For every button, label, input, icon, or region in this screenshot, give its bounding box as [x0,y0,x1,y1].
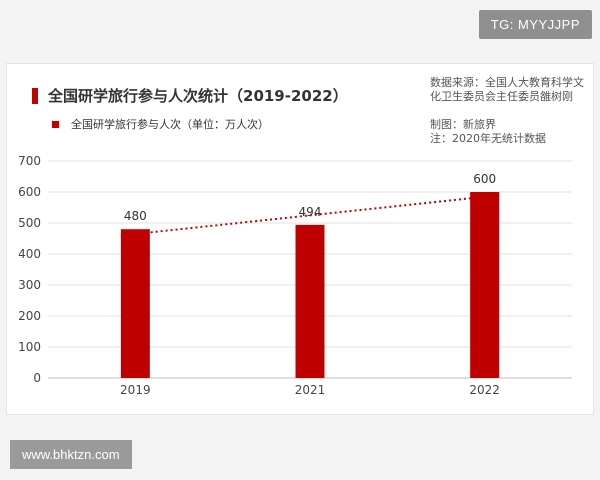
y-tick-label: 0 [33,371,41,385]
bar [120,229,150,378]
source-note-line-2: 化卫生委员会主任委员雒树刚 [430,90,573,103]
source-note-line-1: 数据来源：全国人大教育科学文 [430,76,584,89]
missing-data-note: 注：2020年无统计数据 [430,132,546,145]
y-tick-label: 200 [18,309,41,323]
trendline [120,194,500,237]
legend-label: 全国研学旅行参与人次（单位：万人次） [71,118,269,131]
x-tick-label: 2021 [295,383,326,397]
y-tick-label: 500 [18,216,41,230]
chart-title-row: 全国研学旅行参与人次统计（2019-2022） [32,85,348,106]
data-label: 600 [473,172,496,186]
bar [470,192,500,378]
y-tick-label: 700 [18,154,41,168]
data-label: 480 [124,209,147,223]
data-label: 494 [299,205,322,219]
chart-maker-note: 制图：新旅界 [430,118,496,131]
x-tick-label: 2019 [120,383,151,397]
y-tick-label: 100 [18,340,41,354]
watermark-tag-top: TG: MYYJJPP [478,10,592,39]
title-accent-bar [32,87,38,104]
y-tick-label: 400 [18,247,41,261]
y-tick-label: 300 [18,278,41,292]
chart-legend: 全国研学旅行参与人次（单位：万人次） [52,116,269,132]
chart-title: 全国研学旅行参与人次统计（2019-2022） [48,87,348,105]
y-tick-label: 600 [18,185,41,199]
bar [295,224,325,378]
legend-swatch [52,120,59,128]
x-tick-label: 2022 [469,383,500,397]
watermark-tag-bottom: www.bhktzn.com [10,440,132,469]
